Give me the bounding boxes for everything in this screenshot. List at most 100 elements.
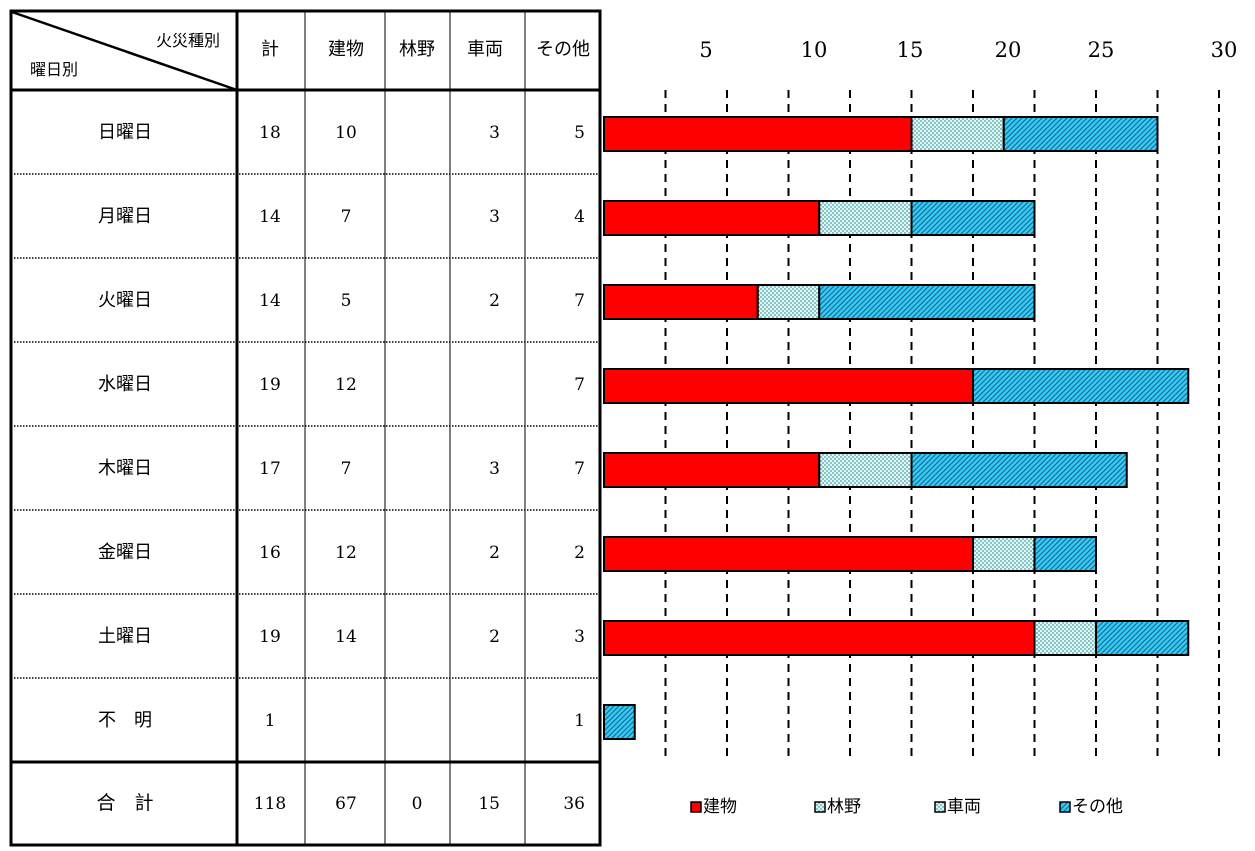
legend-item: 車両 xyxy=(934,797,981,817)
bar-segment-vehicle xyxy=(1033,620,1097,656)
table-cell: 18 xyxy=(259,123,281,143)
bar-segment-building xyxy=(603,284,759,320)
total-cell: 67 xyxy=(335,794,357,814)
bar-segment-building xyxy=(603,536,974,572)
bar-segment-building xyxy=(603,452,821,488)
x-tick-label: 10 xyxy=(801,38,828,62)
table-cell: 7 xyxy=(574,459,585,479)
table-cell: 3 xyxy=(574,627,585,647)
stacked-bar-chart: 5 10 15 20 25 30 建物 林野 車両 その他 xyxy=(603,38,1237,817)
row-label-weekday: 不 明 xyxy=(98,710,152,731)
table-cell: 16 xyxy=(259,543,281,563)
bar-segment-other xyxy=(972,368,1190,404)
table-cell: 7 xyxy=(574,375,585,395)
legend-label: その他 xyxy=(1072,797,1123,817)
table-cell: 19 xyxy=(259,627,281,647)
table-row: 木曜日 17 7 3 7 xyxy=(98,458,585,479)
table-cell: 7 xyxy=(341,207,352,227)
table-row: 金曜日 16 12 2 2 xyxy=(98,542,585,563)
table-cell: 3 xyxy=(489,123,500,143)
table-cell: 7 xyxy=(341,459,352,479)
row-label-weekday: 土曜日 xyxy=(98,626,152,647)
table-cell: 7 xyxy=(574,291,585,311)
x-tick-label: 20 xyxy=(995,38,1022,62)
table-cell: 17 xyxy=(259,459,281,479)
x-tick-label: 5 xyxy=(699,38,712,62)
table-row: 不 明 1 1 xyxy=(98,710,585,731)
bar-segment-vehicle xyxy=(972,536,1036,572)
legend-swatch xyxy=(1059,801,1071,813)
table-cell: 1 xyxy=(574,711,585,731)
bar-segment-other xyxy=(910,452,1128,488)
table-cell: 12 xyxy=(335,543,357,563)
x-axis-tick-labels: 5 10 15 20 25 30 xyxy=(699,38,1237,62)
table-cell: 14 xyxy=(259,207,281,227)
bar-segment-other xyxy=(1002,116,1159,152)
table-cell: 4 xyxy=(574,207,585,227)
bar-segment-building xyxy=(603,368,974,404)
column-header-vehicle: 車両 xyxy=(467,39,503,60)
table-total-row: 合 計 118 67 0 15 36 xyxy=(96,792,585,814)
legend-label: 建物 xyxy=(703,797,737,817)
legend-swatch xyxy=(690,801,702,813)
table-cell: 2 xyxy=(489,291,500,311)
legend-item: その他 xyxy=(1059,797,1123,817)
legend-label: 林野 xyxy=(827,797,861,817)
column-header-building: 建物 xyxy=(328,39,364,60)
bar-segment-vehicle xyxy=(818,452,913,488)
legend-item: 建物 xyxy=(690,797,737,817)
total-cell: 0 xyxy=(412,794,423,814)
x-tick-label: 30 xyxy=(1211,38,1238,62)
column-header-forest: 林野 xyxy=(399,39,435,60)
bar-segment-other xyxy=(603,704,636,740)
table-cell: 14 xyxy=(259,291,281,311)
legend-swatch xyxy=(934,801,946,813)
bar-segment-other xyxy=(1095,620,1190,656)
row-label-weekday: 金曜日 xyxy=(98,542,152,563)
bar-segment-building xyxy=(603,200,821,236)
corner-header-weekday: 曜日別 xyxy=(30,60,78,79)
bar-segment-other xyxy=(1033,536,1097,572)
bar-segment-vehicle xyxy=(818,200,913,236)
row-label-weekday: 日曜日 xyxy=(98,122,152,143)
corner-diagonal xyxy=(11,10,238,92)
table-cell: 12 xyxy=(335,375,357,395)
row-label-weekday: 火曜日 xyxy=(98,290,152,311)
table-row: 火曜日 14 5 2 7 xyxy=(98,290,585,311)
x-tick-label: 15 xyxy=(897,38,924,62)
x-tick-label: 25 xyxy=(1088,38,1115,62)
table-cell: 19 xyxy=(259,375,281,395)
total-cell: 15 xyxy=(478,794,500,814)
table-cell: 5 xyxy=(341,291,352,311)
row-label-weekday: 水曜日 xyxy=(98,374,152,395)
table-row: 日曜日 18 10 3 5 xyxy=(98,122,585,143)
table-row: 水曜日 19 12 7 xyxy=(98,374,585,395)
table-cell: 1 xyxy=(265,711,276,731)
legend-label: 車両 xyxy=(947,797,981,817)
bar-segment-vehicle xyxy=(910,116,1005,152)
total-row-label: 合 計 xyxy=(96,792,153,814)
column-header-total: 計 xyxy=(261,39,279,60)
table-row: 土曜日 19 14 2 3 xyxy=(98,626,585,647)
table-cell: 10 xyxy=(335,123,357,143)
table-cell: 3 xyxy=(489,459,500,479)
table-cell: 2 xyxy=(574,543,585,563)
column-header-other: その他 xyxy=(536,39,590,60)
bar-segment-building xyxy=(603,116,913,152)
legend-swatch xyxy=(814,801,826,813)
chart-bars xyxy=(603,116,1190,740)
table-cell: 5 xyxy=(574,123,585,143)
table-row: 月曜日 14 7 3 4 xyxy=(98,206,585,227)
bar-segment-other xyxy=(910,200,1036,236)
legend-item: 林野 xyxy=(814,797,861,817)
table-cell: 3 xyxy=(489,207,500,227)
row-label-weekday: 月曜日 xyxy=(98,206,152,227)
chart-gridlines xyxy=(664,90,1220,762)
table-cell: 2 xyxy=(489,543,500,563)
table-grid-lines xyxy=(9,9,602,847)
chart-legend: 建物 林野 車両 その他 xyxy=(690,797,1123,817)
total-cell: 118 xyxy=(254,794,286,814)
